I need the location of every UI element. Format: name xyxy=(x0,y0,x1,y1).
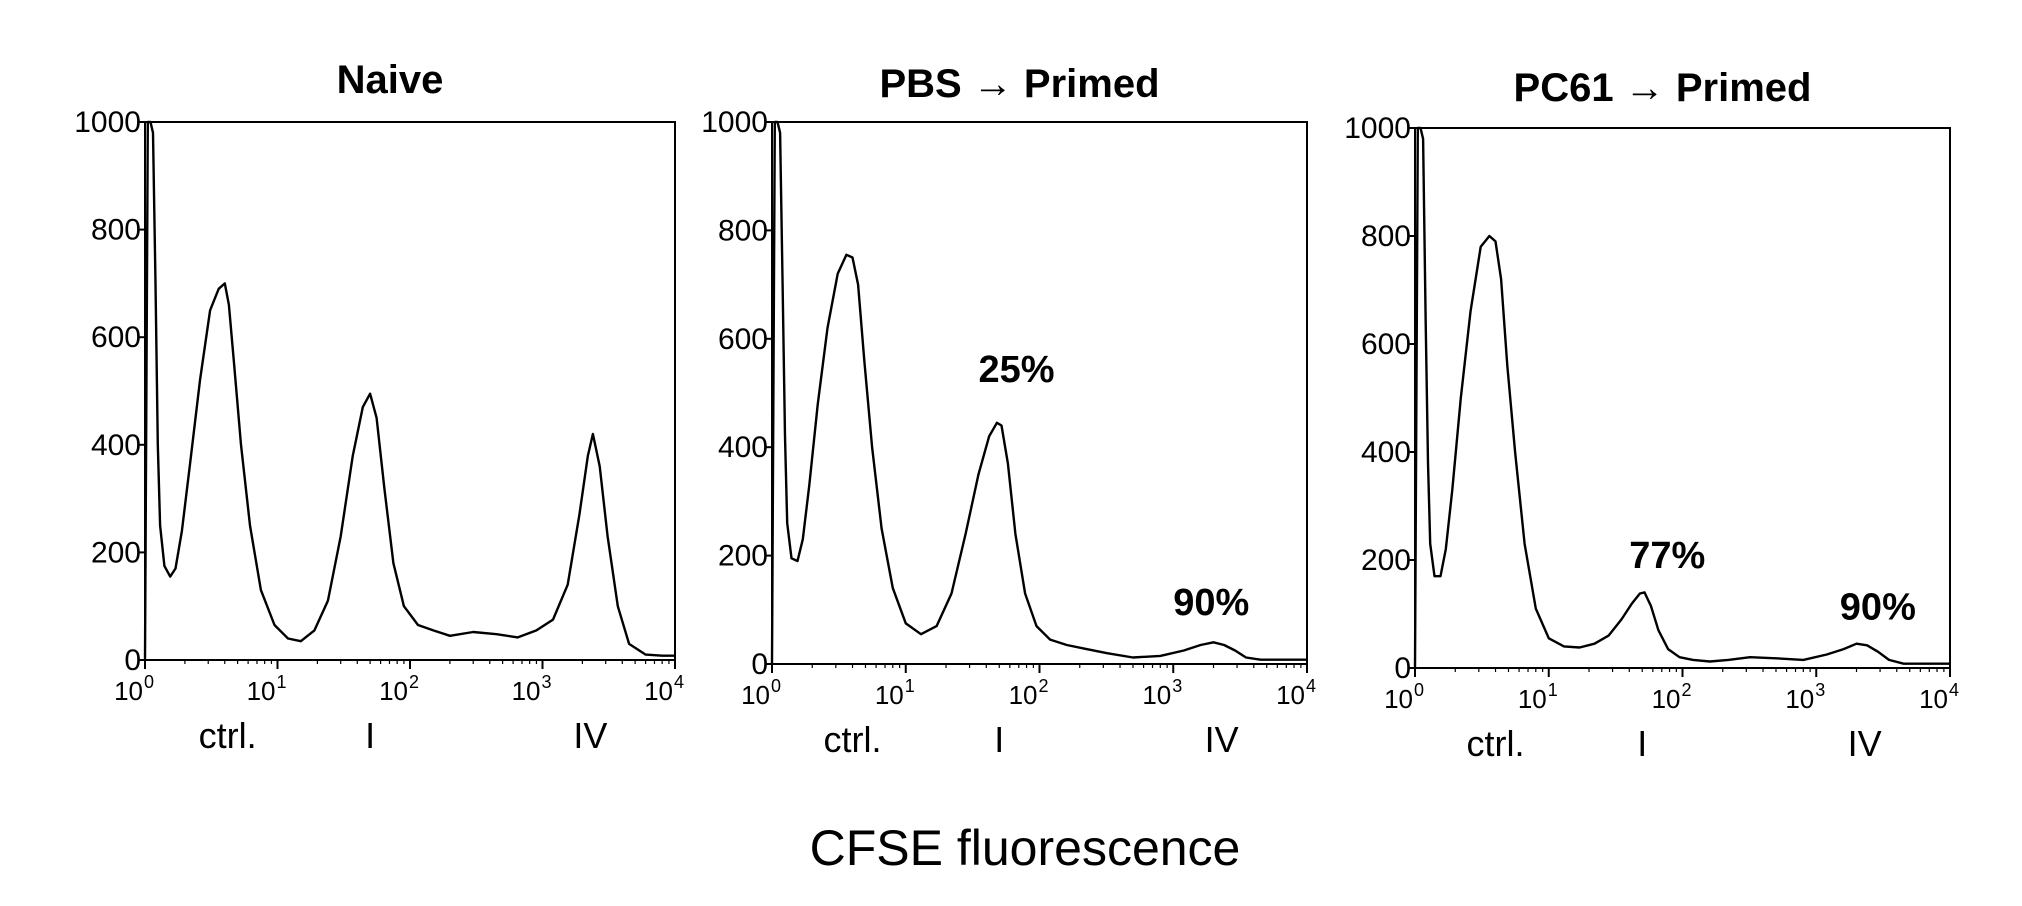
x-tick-label: 10 xyxy=(379,676,408,706)
histogram-line xyxy=(770,120,1307,665)
y-tick-label: 400 xyxy=(718,431,768,464)
y-tick-label: 1000 xyxy=(701,106,768,139)
histogram-line xyxy=(143,120,675,661)
x-tick-label: 10 xyxy=(1009,680,1038,710)
y-tick-label: 800 xyxy=(718,214,768,247)
x-tick-exponent: 0 xyxy=(771,676,781,696)
x-tick-label: 10 xyxy=(247,676,276,706)
x-tick-label: 10 xyxy=(1142,680,1171,710)
x-tick-exponent: 1 xyxy=(277,672,287,692)
category-label: IV xyxy=(1205,719,1239,760)
x-tick-exponent: 2 xyxy=(1039,676,1049,696)
x-tick-label: 10 xyxy=(1785,684,1814,714)
y-tick-label: 1000 xyxy=(74,106,141,139)
x-tick-exponent: 0 xyxy=(1414,680,1424,700)
x-tick-label: 10 xyxy=(741,680,770,710)
y-tick-label: 600 xyxy=(91,321,141,354)
x-tick-label: 10 xyxy=(644,676,673,706)
x-tick-exponent: 4 xyxy=(674,672,684,692)
histogram-line xyxy=(1413,126,1950,669)
x-tick-label: 10 xyxy=(1652,684,1681,714)
x-tick-exponent: 2 xyxy=(409,672,419,692)
category-label: IV xyxy=(1848,723,1882,764)
y-tick-label: 800 xyxy=(1361,220,1411,253)
y-tick-label: 800 xyxy=(91,214,141,247)
x-tick-exponent: 3 xyxy=(1815,680,1825,700)
y-tick-label: 200 xyxy=(718,540,768,573)
x-tick-label: 10 xyxy=(1276,680,1305,710)
x-tick-exponent: 3 xyxy=(1172,676,1182,696)
percent-annotation: 77% xyxy=(1629,535,1705,577)
category-label: ctrl. xyxy=(199,715,257,756)
x-tick-label: 10 xyxy=(1518,684,1547,714)
category-label: ctrl. xyxy=(1467,723,1525,764)
y-tick-label: 600 xyxy=(1361,328,1411,361)
panel-title: PC61 → Primed xyxy=(1514,66,1812,110)
category-label: I xyxy=(1637,723,1647,764)
category-label: I xyxy=(994,719,1004,760)
x-tick-label: 10 xyxy=(512,676,541,706)
percent-annotation: 90% xyxy=(1173,582,1249,624)
panel-title: Naive xyxy=(337,58,444,102)
x-tick-exponent: 1 xyxy=(1548,680,1558,700)
category-label: ctrl. xyxy=(824,719,882,760)
x-tick-exponent: 3 xyxy=(542,672,552,692)
y-tick-label: 400 xyxy=(1361,436,1411,469)
y-tick-label: 1000 xyxy=(1344,112,1411,145)
x-tick-label: 10 xyxy=(1919,684,1948,714)
y-tick-label: 0 xyxy=(1394,652,1411,685)
percent-annotation: 90% xyxy=(1840,586,1916,628)
category-label: I xyxy=(365,715,375,756)
y-tick-label: 400 xyxy=(91,429,141,462)
plot-frame xyxy=(144,121,676,661)
panel-title: PBS → Primed xyxy=(879,62,1159,106)
percent-annotation: 25% xyxy=(979,349,1055,391)
x-axis-label: CFSE fluorescence xyxy=(810,820,1241,876)
y-tick-label: 0 xyxy=(751,648,768,681)
x-tick-label: 10 xyxy=(1384,684,1413,714)
x-tick-label: 10 xyxy=(114,676,143,706)
x-tick-exponent: 2 xyxy=(1682,680,1692,700)
x-tick-exponent: 4 xyxy=(1949,680,1959,700)
x-tick-exponent: 0 xyxy=(144,672,154,692)
x-tick-exponent: 4 xyxy=(1306,676,1316,696)
x-tick-label: 10 xyxy=(875,680,904,710)
y-tick-label: 600 xyxy=(718,323,768,356)
y-tick-label: 0 xyxy=(124,644,141,677)
y-tick-label: 200 xyxy=(1361,544,1411,577)
y-tick-label: 200 xyxy=(91,536,141,569)
category-label: IV xyxy=(573,715,607,756)
x-tick-exponent: 1 xyxy=(905,676,915,696)
